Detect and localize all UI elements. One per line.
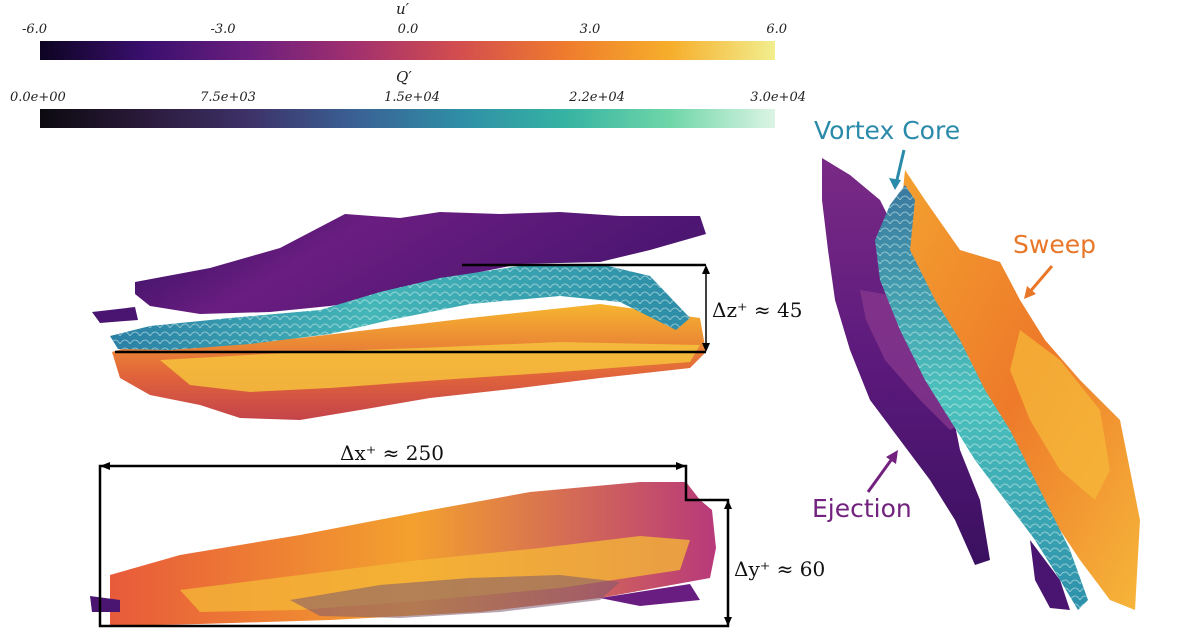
colorbar-u: [40, 41, 775, 60]
colorbar-u-tick: -3.0: [210, 22, 236, 37]
oblique-sweep-inner: [1010, 330, 1110, 500]
sweep-arrow: [1026, 265, 1054, 295]
dx-label: Δx⁺ ≈ 250: [340, 441, 444, 465]
top-view-vortex-scales: [110, 264, 690, 350]
top-view-sweep-highlight: [160, 342, 700, 392]
colorbar-u-title: u′: [396, 0, 410, 18]
sweep-label: Sweep: [1013, 230, 1096, 259]
colorbar-u-tick: 6.0: [766, 22, 787, 37]
colorbar-q-tick: 3.0e+04: [750, 90, 806, 105]
vortex-core-label: Vortex Core: [814, 116, 961, 145]
top-view-ejection-tail: [92, 307, 138, 323]
side-view: [90, 462, 732, 628]
ejection-arrow: [866, 455, 896, 493]
dz-arrow-head-bottom: [702, 343, 710, 352]
side-view-ejection-tail: [90, 596, 120, 612]
side-view-sweep-core: [180, 536, 690, 612]
oblique-ejection-tail: [1030, 540, 1070, 610]
colorbar-q-tick: 2.2e+04: [569, 90, 625, 105]
colorbar-u-tick: -6.0: [22, 22, 48, 37]
dz-arrow-head-top: [702, 265, 710, 274]
top-view-ejection: [135, 212, 706, 314]
dx-arrow-head-right: [676, 462, 686, 470]
ejection-arrow-head: [886, 450, 898, 464]
colorbar-q: [40, 109, 775, 128]
side-view-ejection-right: [600, 584, 700, 606]
ejection-label: Ejection: [812, 494, 912, 523]
sweep-arrow-head: [1024, 286, 1036, 299]
colorbar-u-tick: 0.0: [397, 22, 419, 37]
dy-label: Δy⁺ ≈ 60: [734, 557, 826, 581]
oblique-view: [822, 149, 1140, 610]
dy-arrow-head-bottom: [724, 617, 732, 626]
colorbar-q-tick: 7.5e+03: [200, 90, 256, 105]
dx-arrow-head-left: [100, 462, 110, 470]
colorbar-q-title: Q′: [396, 68, 412, 86]
vortex-core-arrow-head: [889, 178, 901, 190]
dy-arrow-head-top: [724, 500, 732, 509]
colorbar-q-tick: 0.0e+00: [10, 90, 66, 105]
vortex-core-arrow: [894, 149, 906, 185]
side-view-ejection-shade: [290, 575, 620, 618]
colorbar-u-tick: 3.0: [579, 22, 601, 37]
dz-label: Δz⁺ ≈ 45: [712, 298, 803, 322]
oblique-vortex-scales: [875, 185, 1088, 610]
top-view: [92, 212, 710, 420]
colorbar-q-tick: 1.5e+04: [384, 90, 440, 105]
